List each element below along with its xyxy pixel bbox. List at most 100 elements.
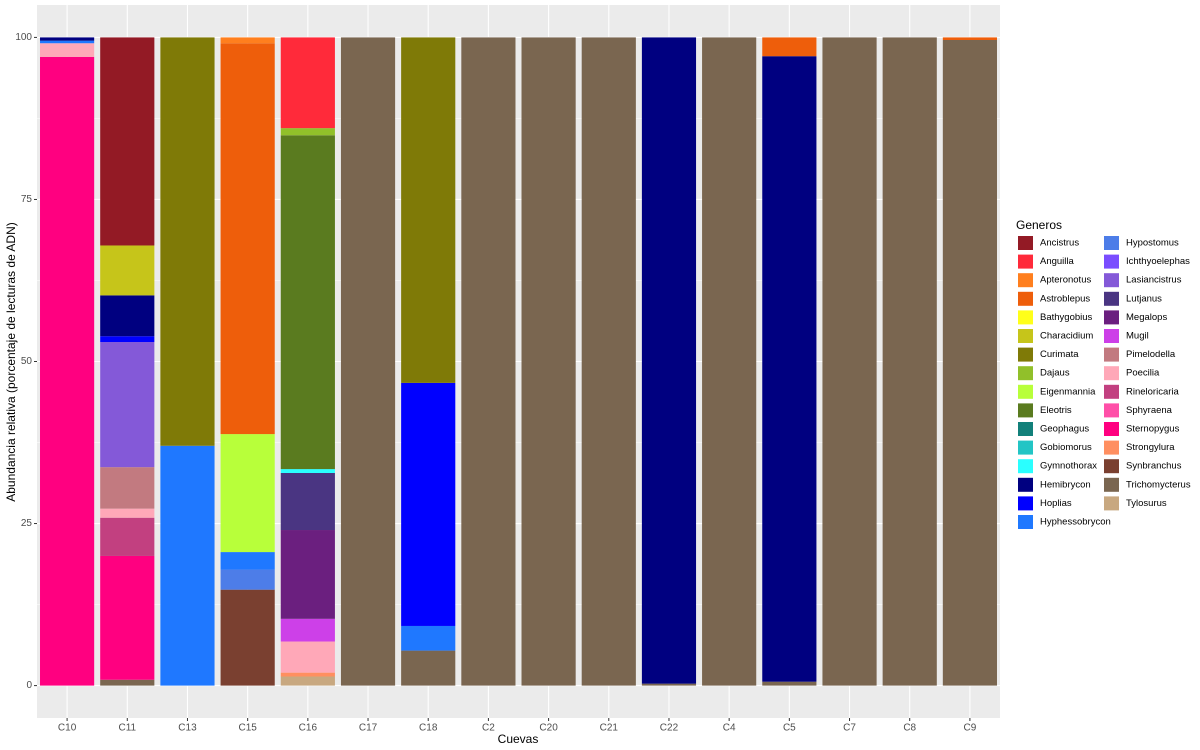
bar-segment bbox=[220, 43, 275, 435]
legend-label: Geophagus bbox=[1040, 424, 1089, 435]
legend-label: Curimata bbox=[1040, 349, 1079, 360]
legend-swatch bbox=[1104, 496, 1119, 511]
bar-segment bbox=[100, 508, 155, 518]
bar-segment bbox=[280, 530, 335, 619]
legend-swatch bbox=[1018, 384, 1033, 399]
legend-swatch bbox=[1104, 273, 1119, 288]
bar-segment bbox=[280, 618, 335, 642]
bar-segment bbox=[100, 517, 155, 556]
legend-swatch bbox=[1018, 440, 1033, 455]
x-tick-label: C18 bbox=[419, 723, 438, 734]
legend-swatch bbox=[1104, 366, 1119, 381]
legend-label: Poecilia bbox=[1126, 368, 1160, 379]
legend-swatch bbox=[1018, 515, 1033, 529]
bar-segment bbox=[280, 135, 335, 470]
bar-segment bbox=[40, 37, 95, 41]
legend-swatch bbox=[1104, 403, 1119, 418]
bar-segment bbox=[762, 37, 817, 57]
x-tick-label: C9 bbox=[964, 723, 977, 734]
x-tick-label: C20 bbox=[539, 723, 558, 734]
legend-label: Hemibrycon bbox=[1040, 479, 1091, 490]
axes: 0 25 50 75 100 C10 C11 C13 C15 C16 C17 C18 C2 C20 C21 C… bbox=[15, 32, 976, 734]
legend-swatch bbox=[1018, 422, 1033, 436]
bar-segment bbox=[100, 295, 155, 337]
legend-label: Hyphessobrycon bbox=[1040, 517, 1111, 528]
bar-segment bbox=[220, 569, 275, 590]
y-tick-label: 25 bbox=[21, 518, 33, 529]
legend-label: Megalops bbox=[1126, 312, 1167, 323]
bar-segment bbox=[40, 56, 95, 686]
bar-segment bbox=[340, 37, 396, 686]
legend-swatch bbox=[1018, 329, 1033, 343]
legend-swatch bbox=[1104, 236, 1119, 250]
x-tick-label: C17 bbox=[359, 723, 378, 734]
x-tick-label: C15 bbox=[238, 723, 257, 734]
bar-segment bbox=[702, 37, 757, 686]
legend-swatch bbox=[1104, 384, 1119, 399]
legend-swatch bbox=[1018, 366, 1033, 381]
bar-segment bbox=[280, 37, 335, 129]
bar-segment bbox=[220, 37, 275, 44]
legend-label: Anguilla bbox=[1040, 256, 1075, 267]
legend-label: Synbranchus bbox=[1126, 461, 1182, 472]
bar-segment bbox=[100, 245, 155, 296]
x-tick-label: C21 bbox=[600, 723, 619, 734]
legend-label: Hoplias bbox=[1040, 498, 1072, 509]
legend-swatch bbox=[1104, 477, 1119, 492]
legend-label: Strongylura bbox=[1126, 442, 1175, 453]
legend-swatch bbox=[1104, 440, 1119, 455]
legend-swatch bbox=[1018, 477, 1033, 492]
legend-swatch bbox=[1018, 236, 1033, 250]
legend-swatch bbox=[1018, 347, 1033, 362]
bar-segment bbox=[40, 40, 95, 44]
bar-segment bbox=[280, 469, 335, 473]
y-axis-title: Abundancia relativa (porcentaje de lectu… bbox=[4, 222, 18, 502]
x-tick-label: C22 bbox=[660, 723, 679, 734]
bar-segment bbox=[942, 37, 997, 41]
legend-swatch bbox=[1018, 403, 1033, 418]
legend-label: Tylosurus bbox=[1126, 498, 1167, 509]
bar-segment bbox=[401, 625, 456, 651]
legend-swatch bbox=[1104, 459, 1119, 474]
legend-swatch bbox=[1104, 310, 1119, 325]
legend-label: Eleotris bbox=[1040, 405, 1072, 416]
legend-label: Lasiancistrus bbox=[1126, 275, 1182, 286]
legend-label: Pimelodella bbox=[1126, 349, 1176, 360]
y-tick-label: 75 bbox=[21, 194, 33, 205]
legend-swatch bbox=[1018, 459, 1033, 474]
y-tick-label: 0 bbox=[26, 680, 32, 691]
x-tick-label: C7 bbox=[843, 723, 856, 734]
bar-segment bbox=[401, 650, 456, 686]
x-tick-label: C11 bbox=[118, 723, 136, 734]
bar-segment bbox=[882, 37, 937, 686]
legend-title: Generos bbox=[1016, 218, 1062, 232]
bar-segment bbox=[280, 641, 335, 673]
bar-segment bbox=[100, 342, 155, 468]
bar-segment bbox=[401, 382, 456, 626]
bars bbox=[40, 37, 997, 686]
bar-segment bbox=[160, 445, 215, 686]
bar-segment bbox=[100, 336, 155, 343]
bar-segment bbox=[762, 681, 817, 686]
legend-swatch bbox=[1104, 291, 1119, 306]
bar-segment bbox=[641, 683, 697, 686]
bar-segment bbox=[280, 128, 335, 136]
legend-label: Characidium bbox=[1040, 331, 1093, 342]
bar-segment bbox=[100, 37, 155, 246]
x-axis-title: Cuevas bbox=[498, 732, 539, 746]
bar-segment bbox=[461, 37, 516, 686]
x-tick-label: C4 bbox=[723, 723, 736, 734]
bar-segment bbox=[280, 472, 335, 531]
y-tick-label: 50 bbox=[21, 356, 33, 367]
y-tick-label: 100 bbox=[15, 32, 32, 43]
bar-segment bbox=[100, 555, 155, 680]
bar-segment bbox=[762, 56, 817, 682]
x-tick-label: C2 bbox=[482, 723, 495, 734]
legend-label: Gobiomorus bbox=[1040, 442, 1092, 453]
legend-label: Rineloricaria bbox=[1126, 386, 1180, 397]
bar-segment bbox=[220, 434, 275, 553]
legend-swatch bbox=[1018, 496, 1033, 511]
bar-segment bbox=[401, 37, 456, 383]
bar-segment bbox=[822, 37, 877, 686]
